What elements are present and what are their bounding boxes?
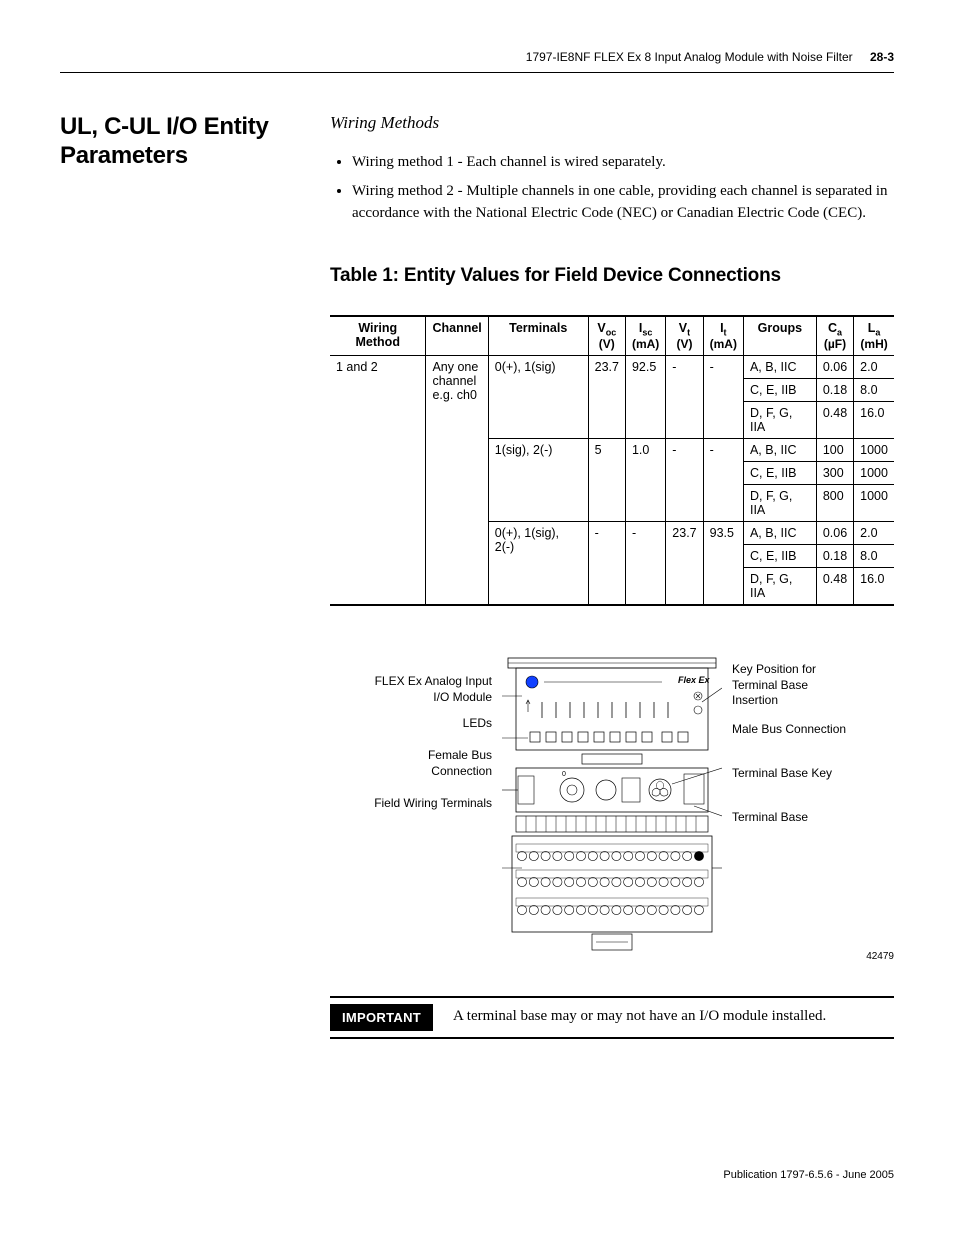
cell-ca: 0.18 [816,379,853,402]
label-terminal-base-key: Terminal Base Key [732,766,857,810]
label-field-wiring: Field Wiring Terminals [367,796,492,836]
th-la: La (mH) [854,316,894,356]
cell-la: 8.0 [854,545,894,568]
cell-voc: - [588,522,625,606]
section-title: UL, C-UL I/O Entity Parameters [60,113,290,171]
cell-isc: - [625,522,665,606]
label-female-bus: Female Bus Connection [367,748,492,796]
cell-ca: 0.06 [816,356,853,379]
cell-la: 1000 [854,485,894,522]
label-leds: LEDs [367,716,492,748]
cell-vt: 23.7 [666,522,703,606]
cell-groups: A, B, IIC [743,356,816,379]
cell-ca: 0.18 [816,545,853,568]
cell-isc: 1.0 [625,439,665,522]
cell-la: 16.0 [854,568,894,606]
cell-groups: D, F, G, IIA [743,485,816,522]
page-number: 28-3 [870,50,894,64]
svg-text:Flex Ex: Flex Ex [678,675,711,685]
cell-ca: 100 [816,439,853,462]
label-flex-analog: FLEX Ex Analog Input I/O Module [367,674,492,716]
table-title: Table 1: Entity Values for Field Device … [330,265,894,287]
entity-values-table: Wiring Method Channel Terminals Voc (V) … [330,315,894,607]
cell-vt: - [666,439,703,522]
cell-groups: D, F, G, IIA [743,568,816,606]
cell-ca: 0.48 [816,568,853,606]
cell-la: 2.0 [854,356,894,379]
figure-number: 42479 [866,951,894,962]
th-vt: Vt (V) [666,316,703,356]
cell-terminals: 1(sig), 2(-) [488,439,588,522]
cell-ca: 0.48 [816,402,853,439]
th-voc: Voc (V) [588,316,625,356]
running-header: 1797-IE8NF FLEX Ex 8 Input Analog Module… [60,50,894,73]
cell-ca: 800 [816,485,853,522]
cell-it: - [703,356,743,439]
cell-ca: 300 [816,462,853,485]
cell-la: 1000 [854,439,894,462]
cell-groups: A, B, IIC [743,522,816,545]
cell-groups: A, B, IIC [743,439,816,462]
cell-groups: C, E, IIB [743,545,816,568]
th-ca: Ca (µF) [816,316,853,356]
important-text: A terminal base may or may not have an I… [453,1004,894,1028]
cell-it: - [703,439,743,522]
cell-terminals: 0(+), 1(sig), 2(-) [488,522,588,606]
cell-la: 1000 [854,462,894,485]
th-terminals: Terminals [488,316,588,356]
wiring-methods-heading: Wiring Methods [330,113,894,133]
module-diagram: FLEX Ex Analog Input I/O Module LEDs Fem… [330,656,894,956]
th-it: It (mA) [703,316,743,356]
cell-la: 2.0 [854,522,894,545]
cell-la: 8.0 [854,379,894,402]
cell-groups: C, E, IIB [743,462,816,485]
cell-vt: - [666,356,703,439]
th-isc: Isc (mA) [625,316,665,356]
cell-it: 93.5 [703,522,743,606]
cell-groups: D, F, G, IIA [743,402,816,439]
important-callout: IMPORTANT A terminal base may or may not… [330,996,894,1039]
cell-isc: 92.5 [625,356,665,439]
svg-text:0: 0 [562,771,566,778]
cell-wiring-method: 1 and 2 [330,356,426,606]
doc-title: 1797-IE8NF FLEX Ex 8 Input Analog Module… [526,50,853,64]
cell-terminals: 0(+), 1(sig) [488,356,588,439]
th-wiring-method: Wiring Method [330,316,426,356]
wiring-bullet-2: Wiring method 2 - Multiple channels in o… [352,180,894,225]
label-terminal-base: Terminal Base [732,810,857,850]
th-channel: Channel [426,316,488,356]
module-svg: Flex Ex [502,656,722,956]
cell-groups: C, E, IIB [743,379,816,402]
cell-channel: Any onechannele.g. ch0 [426,356,488,606]
cell-la: 16.0 [854,402,894,439]
wiring-bullet-1: Wiring method 1 - Each channel is wired … [352,151,894,174]
label-key-position: Key Position for Terminal Base Insertion [732,662,857,708]
important-badge: IMPORTANT [330,1004,433,1031]
cell-voc: 5 [588,439,625,522]
label-male-bus: Male Bus Connection [732,722,857,766]
th-groups: Groups [743,316,816,356]
cell-ca: 0.06 [816,522,853,545]
publication-footer: Publication 1797-6.5.6 - June 2005 [60,1169,894,1181]
wiring-methods-list: Wiring method 1 - Each channel is wired … [330,151,894,225]
cell-voc: 23.7 [588,356,625,439]
